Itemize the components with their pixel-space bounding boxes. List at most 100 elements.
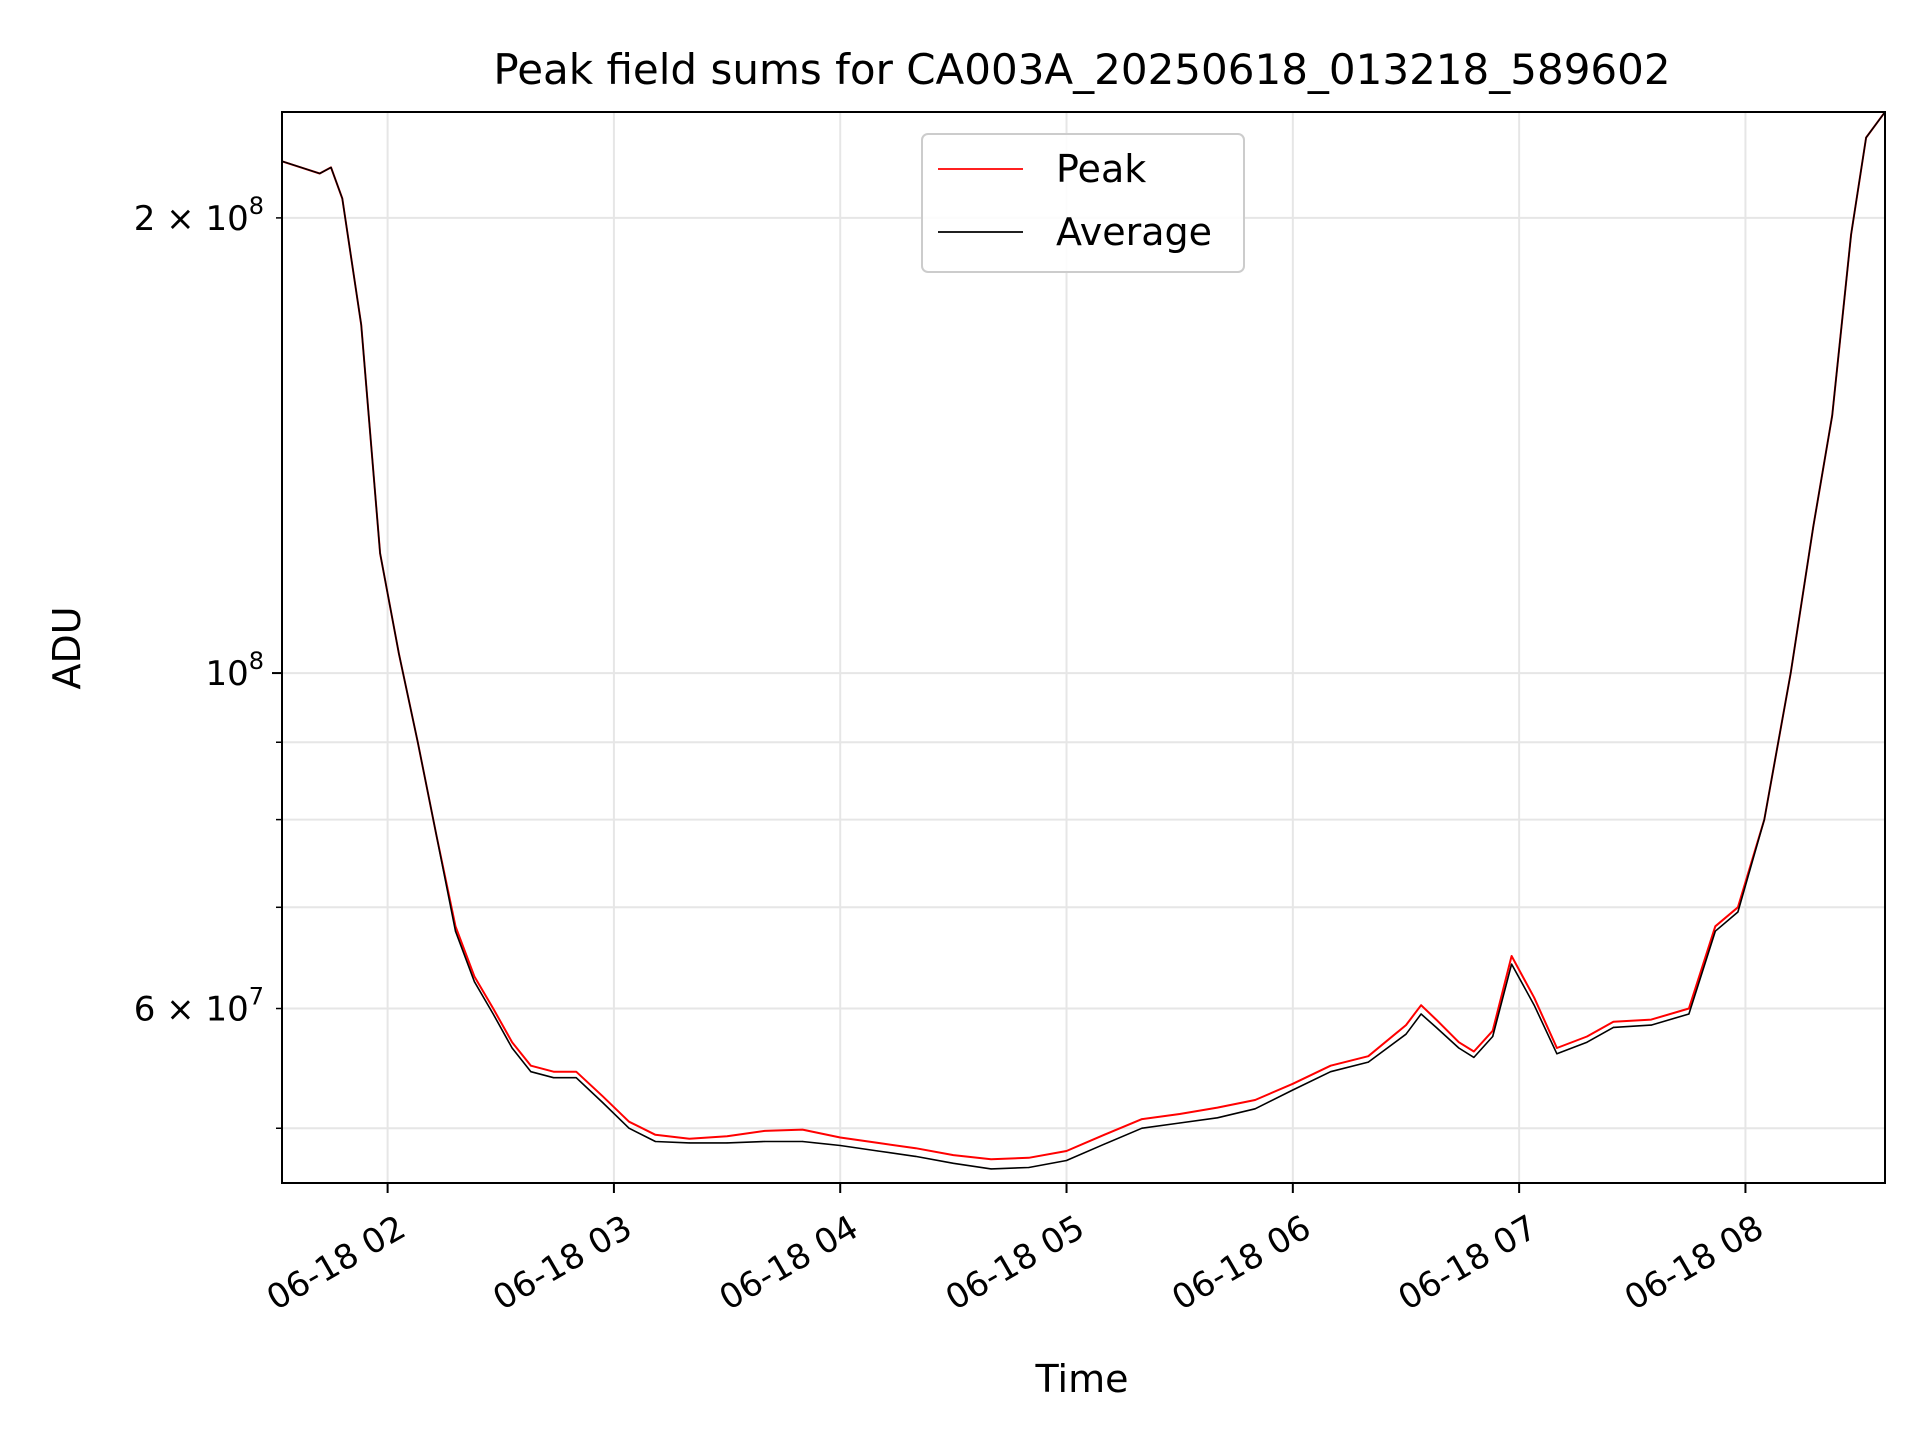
data-point-average <box>1831 415 1833 417</box>
data-point-average <box>1254 1108 1256 1110</box>
data-point-peak <box>1254 1099 1256 1101</box>
data-point-average <box>417 741 419 743</box>
y-tick-label: 6 × 107 <box>134 983 264 1030</box>
plot-frame <box>281 111 1886 1184</box>
data-point-average <box>1533 1004 1535 1006</box>
legend-peak-label: Peak <box>1056 147 1146 191</box>
data-point-peak <box>1435 1019 1437 1021</box>
data-point-average <box>1790 672 1792 674</box>
data-point-peak <box>952 1154 955 1156</box>
data-point-average <box>654 1140 657 1143</box>
data-point-peak <box>915 1147 917 1149</box>
data-point-peak <box>801 1129 804 1131</box>
data-point-average <box>1367 1061 1369 1063</box>
data-point-average <box>300 166 302 168</box>
data-point-average <box>1763 819 1765 821</box>
data-point-average <box>1473 1056 1475 1058</box>
data-point-average <box>915 1155 917 1157</box>
data-point-average <box>341 197 343 200</box>
data-point-average <box>1492 1035 1494 1038</box>
data-point-peak <box>1650 1019 1652 1021</box>
data-point-average <box>1714 930 1716 932</box>
data-point-peak <box>1586 1035 1588 1038</box>
data-point-peak <box>726 1135 728 1137</box>
data-point-average <box>1865 137 1867 139</box>
data-point-peak <box>839 1136 841 1139</box>
data-point-peak <box>877 1142 879 1144</box>
data-point-average <box>1216 1117 1218 1119</box>
data-point-peak <box>1420 1004 1422 1006</box>
data-point-average <box>436 835 438 837</box>
y-axis-label: ADU <box>45 606 89 689</box>
y-tick-label: 108 <box>205 647 264 694</box>
data-point-peak <box>575 1071 577 1073</box>
data-point-average <box>454 930 457 932</box>
legend-average-label: Average <box>1056 210 1212 254</box>
data-point-average <box>877 1150 879 1152</box>
data-point-average <box>839 1144 841 1147</box>
data-point-average <box>1179 1122 1181 1124</box>
data-point-average <box>1556 1053 1558 1055</box>
data-point-peak <box>553 1071 555 1073</box>
data-point-average <box>1812 525 1814 528</box>
data-point-average <box>530 1071 532 1073</box>
data-point-average <box>1405 1033 1407 1035</box>
x-axis-label: Time <box>1035 1357 1129 1401</box>
data-point-peak <box>1141 1118 1143 1120</box>
data-point-average <box>1330 1071 1332 1073</box>
data-point-average <box>1103 1143 1105 1145</box>
data-point-peak <box>1065 1150 1068 1152</box>
grid <box>282 112 1885 1183</box>
data-point-peak <box>628 1121 630 1123</box>
data-point-average <box>511 1047 513 1049</box>
data-point-peak <box>1714 925 1716 927</box>
data-point-peak <box>1458 1041 1460 1043</box>
series-lines <box>282 112 1885 1170</box>
data-point-peak <box>1216 1107 1218 1109</box>
data-point-average <box>990 1168 992 1170</box>
data-point-average <box>492 1013 494 1015</box>
data-point-peak <box>1367 1055 1369 1057</box>
data-point-peak <box>990 1158 992 1160</box>
data-point-peak <box>1533 997 1535 999</box>
data-point-peak <box>688 1138 691 1140</box>
data-point-average <box>602 1101 604 1104</box>
data-point-peak <box>1688 1007 1690 1010</box>
data-point-average <box>360 324 362 326</box>
data-point-average <box>330 166 332 168</box>
data-point-average <box>688 1142 691 1144</box>
data-point-average <box>398 653 400 655</box>
data-point-average <box>1612 1026 1614 1028</box>
y-axis-ticks: 108 6 × 107 2 × 108 <box>134 192 282 1129</box>
data-point-peak <box>1028 1157 1030 1159</box>
data-point-average <box>801 1140 804 1143</box>
data-point-average <box>1420 1013 1422 1015</box>
data-point-average <box>1435 1026 1437 1028</box>
data-point-average <box>726 1142 728 1144</box>
data-point-peak <box>1492 1030 1494 1032</box>
data-point-average <box>764 1140 766 1143</box>
data-point-peak <box>764 1130 766 1132</box>
y-tick-label: 2 × 108 <box>134 192 264 239</box>
data-point-average <box>379 552 381 554</box>
data-point-average <box>1650 1024 1652 1026</box>
data-point-peak <box>1179 1113 1181 1115</box>
data-point-average <box>1688 1013 1690 1015</box>
data-point-peak <box>654 1134 657 1136</box>
data-point-average <box>1850 233 1852 236</box>
data-point-average <box>553 1077 555 1079</box>
data-point-peak <box>511 1041 513 1043</box>
data-point-average <box>575 1077 577 1079</box>
chart-title: Peak field sums for CA003A_20250618_0132… <box>493 45 1670 94</box>
data-point-peak <box>473 975 475 978</box>
data-point-average <box>1028 1166 1030 1169</box>
data-point-peak <box>1330 1065 1332 1067</box>
data-point-peak <box>1292 1083 1294 1085</box>
data-point-average <box>1065 1159 1068 1162</box>
data-point-average <box>628 1127 630 1129</box>
data-point-peak <box>1103 1134 1105 1136</box>
data-point-average <box>1511 963 1513 965</box>
data-point-average <box>319 172 321 175</box>
data-point-average <box>952 1162 955 1164</box>
data-point-average <box>1586 1041 1588 1043</box>
